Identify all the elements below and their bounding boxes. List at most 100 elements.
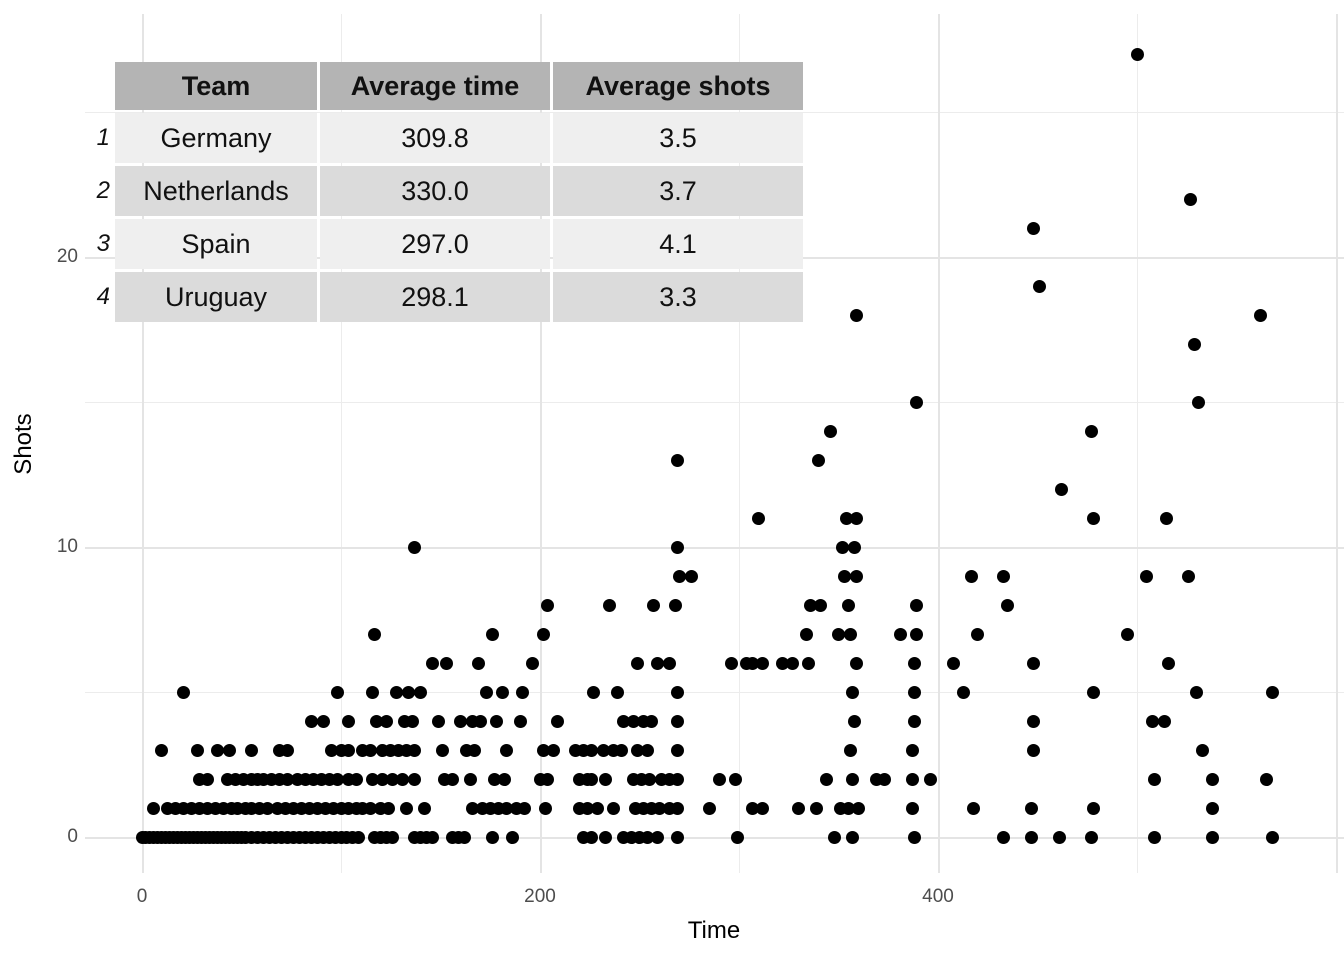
data-point — [547, 743, 561, 757]
data-point — [330, 685, 344, 699]
data-point — [812, 453, 826, 467]
data-point — [457, 830, 471, 844]
data-point — [907, 685, 921, 699]
x-major-gridline — [1336, 14, 1338, 873]
data-point — [1190, 685, 1204, 699]
data-point — [366, 772, 380, 786]
data-point — [244, 743, 258, 757]
table-cell: 3.3 — [553, 272, 803, 322]
data-point — [712, 772, 726, 786]
data-point — [837, 569, 851, 583]
data-point — [505, 830, 519, 844]
data-point — [1027, 714, 1041, 728]
data-point — [1196, 743, 1210, 757]
table-row-index: 3 — [96, 230, 110, 257]
table-row-index: 1 — [96, 124, 110, 151]
data-point — [1025, 801, 1039, 815]
data-point — [849, 308, 863, 322]
data-point — [845, 830, 859, 844]
table-corner-spacer — [88, 62, 112, 110]
x-major-gridline — [142, 14, 144, 873]
data-point — [426, 830, 440, 844]
data-point — [316, 714, 330, 728]
table-cell: Spain — [115, 219, 317, 269]
table-header-cell: Team — [115, 62, 317, 110]
data-point — [631, 743, 644, 757]
data-point — [386, 830, 400, 844]
table-cell: 297.0 — [320, 219, 550, 269]
data-point — [670, 685, 684, 699]
data-point — [585, 772, 599, 786]
y-minor-gridline — [85, 402, 1344, 403]
data-point — [1054, 482, 1068, 496]
data-point — [465, 801, 479, 815]
data-point — [280, 772, 294, 786]
data-point — [330, 772, 344, 786]
data-point — [489, 714, 503, 728]
data-point — [607, 801, 621, 815]
x-major-gridline — [540, 14, 542, 873]
data-point — [599, 830, 613, 844]
x-major-gridline — [938, 14, 940, 873]
table-cell: 330.0 — [320, 166, 550, 216]
data-point — [587, 685, 601, 699]
data-point — [1162, 656, 1176, 670]
data-point — [1025, 830, 1039, 844]
data-point — [746, 656, 760, 670]
data-point — [1027, 743, 1041, 757]
table-cell: 3.5 — [553, 113, 803, 163]
table-cell: 298.1 — [320, 272, 550, 322]
y-tick-label: 0 — [67, 826, 78, 847]
data-point — [907, 830, 921, 844]
table-cell: Germany — [115, 113, 317, 163]
data-point — [824, 424, 838, 438]
data-point — [191, 743, 205, 757]
data-point — [155, 743, 169, 757]
data-point — [756, 801, 770, 815]
data-point — [849, 656, 863, 670]
data-point — [1148, 830, 1162, 844]
data-point — [408, 540, 422, 554]
data-point — [201, 772, 215, 786]
data-point — [541, 772, 555, 786]
data-point — [352, 830, 366, 844]
data-point — [1206, 772, 1220, 786]
data-point — [364, 801, 378, 815]
data-point — [1182, 569, 1196, 583]
data-point — [957, 685, 971, 699]
y-major-gridline — [85, 547, 1344, 549]
data-point — [756, 656, 770, 670]
data-point — [670, 714, 684, 728]
data-point — [851, 801, 865, 815]
data-point — [1184, 192, 1198, 206]
table-cell: 4.1 — [553, 219, 803, 269]
data-point — [414, 685, 428, 699]
data-point — [591, 801, 605, 815]
data-point — [923, 772, 937, 786]
y-axis-title: Shots — [10, 413, 37, 475]
data-point — [702, 801, 716, 815]
team-averages-table: Team Average time Average shots 1 Germany 309… — [88, 62, 803, 322]
data-point — [1027, 221, 1041, 235]
data-point — [728, 772, 742, 786]
data-point — [1265, 685, 1279, 699]
data-point — [541, 598, 555, 612]
data-point — [877, 772, 891, 786]
data-point — [839, 511, 853, 525]
data-point — [467, 743, 481, 757]
data-point — [537, 743, 551, 757]
table-row-index: 4 — [96, 283, 110, 310]
data-point — [800, 627, 814, 641]
data-point — [418, 801, 432, 815]
data-point — [382, 801, 396, 815]
data-point — [1084, 830, 1098, 844]
data-point — [670, 830, 684, 844]
data-point — [907, 656, 921, 670]
x-axis-title: Time — [687, 917, 741, 944]
data-point — [1001, 598, 1015, 612]
data-point — [1192, 395, 1206, 409]
data-point — [1265, 830, 1279, 844]
data-point — [487, 772, 501, 786]
y-tick-label: 10 — [56, 536, 78, 557]
data-point — [967, 801, 981, 815]
